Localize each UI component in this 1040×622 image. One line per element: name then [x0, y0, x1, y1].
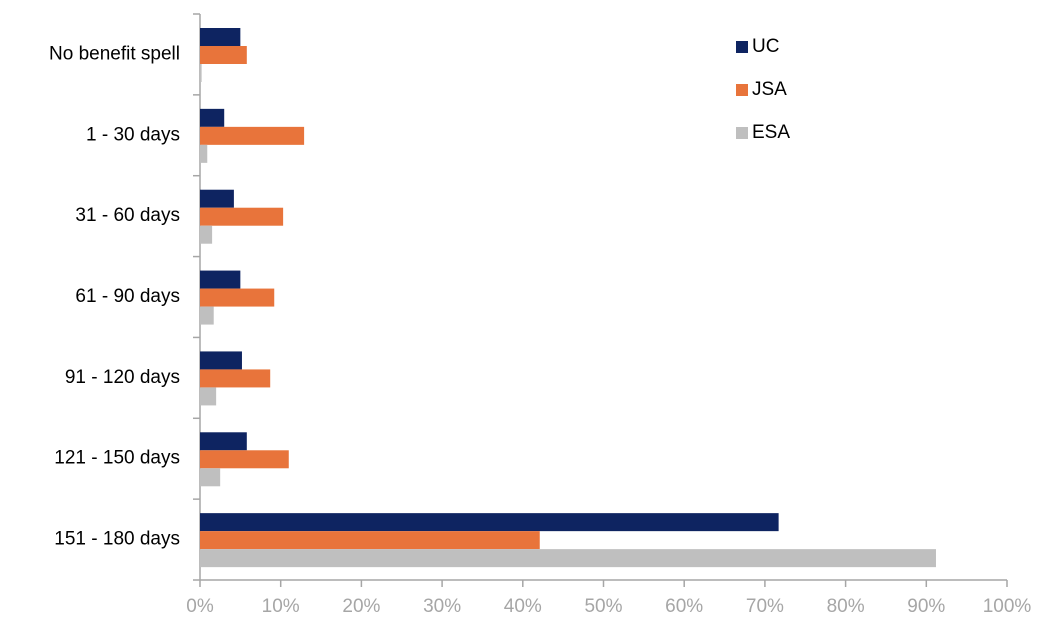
legend-swatch	[736, 127, 748, 139]
bar	[200, 306, 214, 325]
bar	[200, 513, 779, 532]
bar	[200, 64, 202, 82]
bar	[200, 450, 289, 469]
bar	[200, 126, 305, 145]
bar	[200, 189, 234, 208]
x-tick-label: 0%	[186, 596, 214, 617]
bar	[200, 270, 241, 289]
x-tick-label: 30%	[423, 596, 461, 617]
bar	[200, 432, 247, 451]
x-tick-label: 90%	[907, 596, 945, 617]
x-tick-label: 50%	[584, 596, 622, 617]
bar	[200, 387, 217, 406]
y-tick-label: 1 - 30 days	[86, 124, 180, 145]
y-tick-label: 31 - 60 days	[75, 205, 180, 226]
bar	[200, 288, 275, 307]
bar	[200, 468, 221, 487]
bar	[200, 369, 271, 388]
x-tick-label: 40%	[504, 596, 542, 617]
legend-label: ESA	[752, 122, 790, 143]
y-tick-label: 91 - 120 days	[65, 367, 180, 388]
bar	[200, 28, 241, 46]
y-tick-label: 151 - 180 days	[54, 529, 180, 550]
x-tick-label: 20%	[342, 596, 380, 617]
y-tick-label: 121 - 150 days	[54, 448, 180, 469]
x-tick-label: 10%	[262, 596, 300, 617]
bar	[200, 207, 284, 226]
x-tick-label: 60%	[665, 596, 703, 617]
bar	[200, 108, 225, 127]
legend-label: JSA	[752, 79, 787, 100]
legend-label: UC	[752, 36, 779, 57]
bar	[200, 351, 242, 370]
x-tick-label: 70%	[746, 596, 784, 617]
x-tick-label: 100%	[983, 596, 1032, 617]
bar	[200, 225, 213, 244]
legend-swatch	[736, 41, 748, 53]
x-tick-label: 80%	[827, 596, 865, 617]
legend-swatch	[736, 84, 748, 96]
y-tick-label: 61 - 90 days	[75, 286, 180, 307]
bar	[200, 531, 540, 550]
bar	[200, 144, 208, 163]
y-tick-label: No benefit spell	[49, 43, 180, 64]
bar	[200, 46, 247, 64]
bar	[200, 549, 936, 568]
